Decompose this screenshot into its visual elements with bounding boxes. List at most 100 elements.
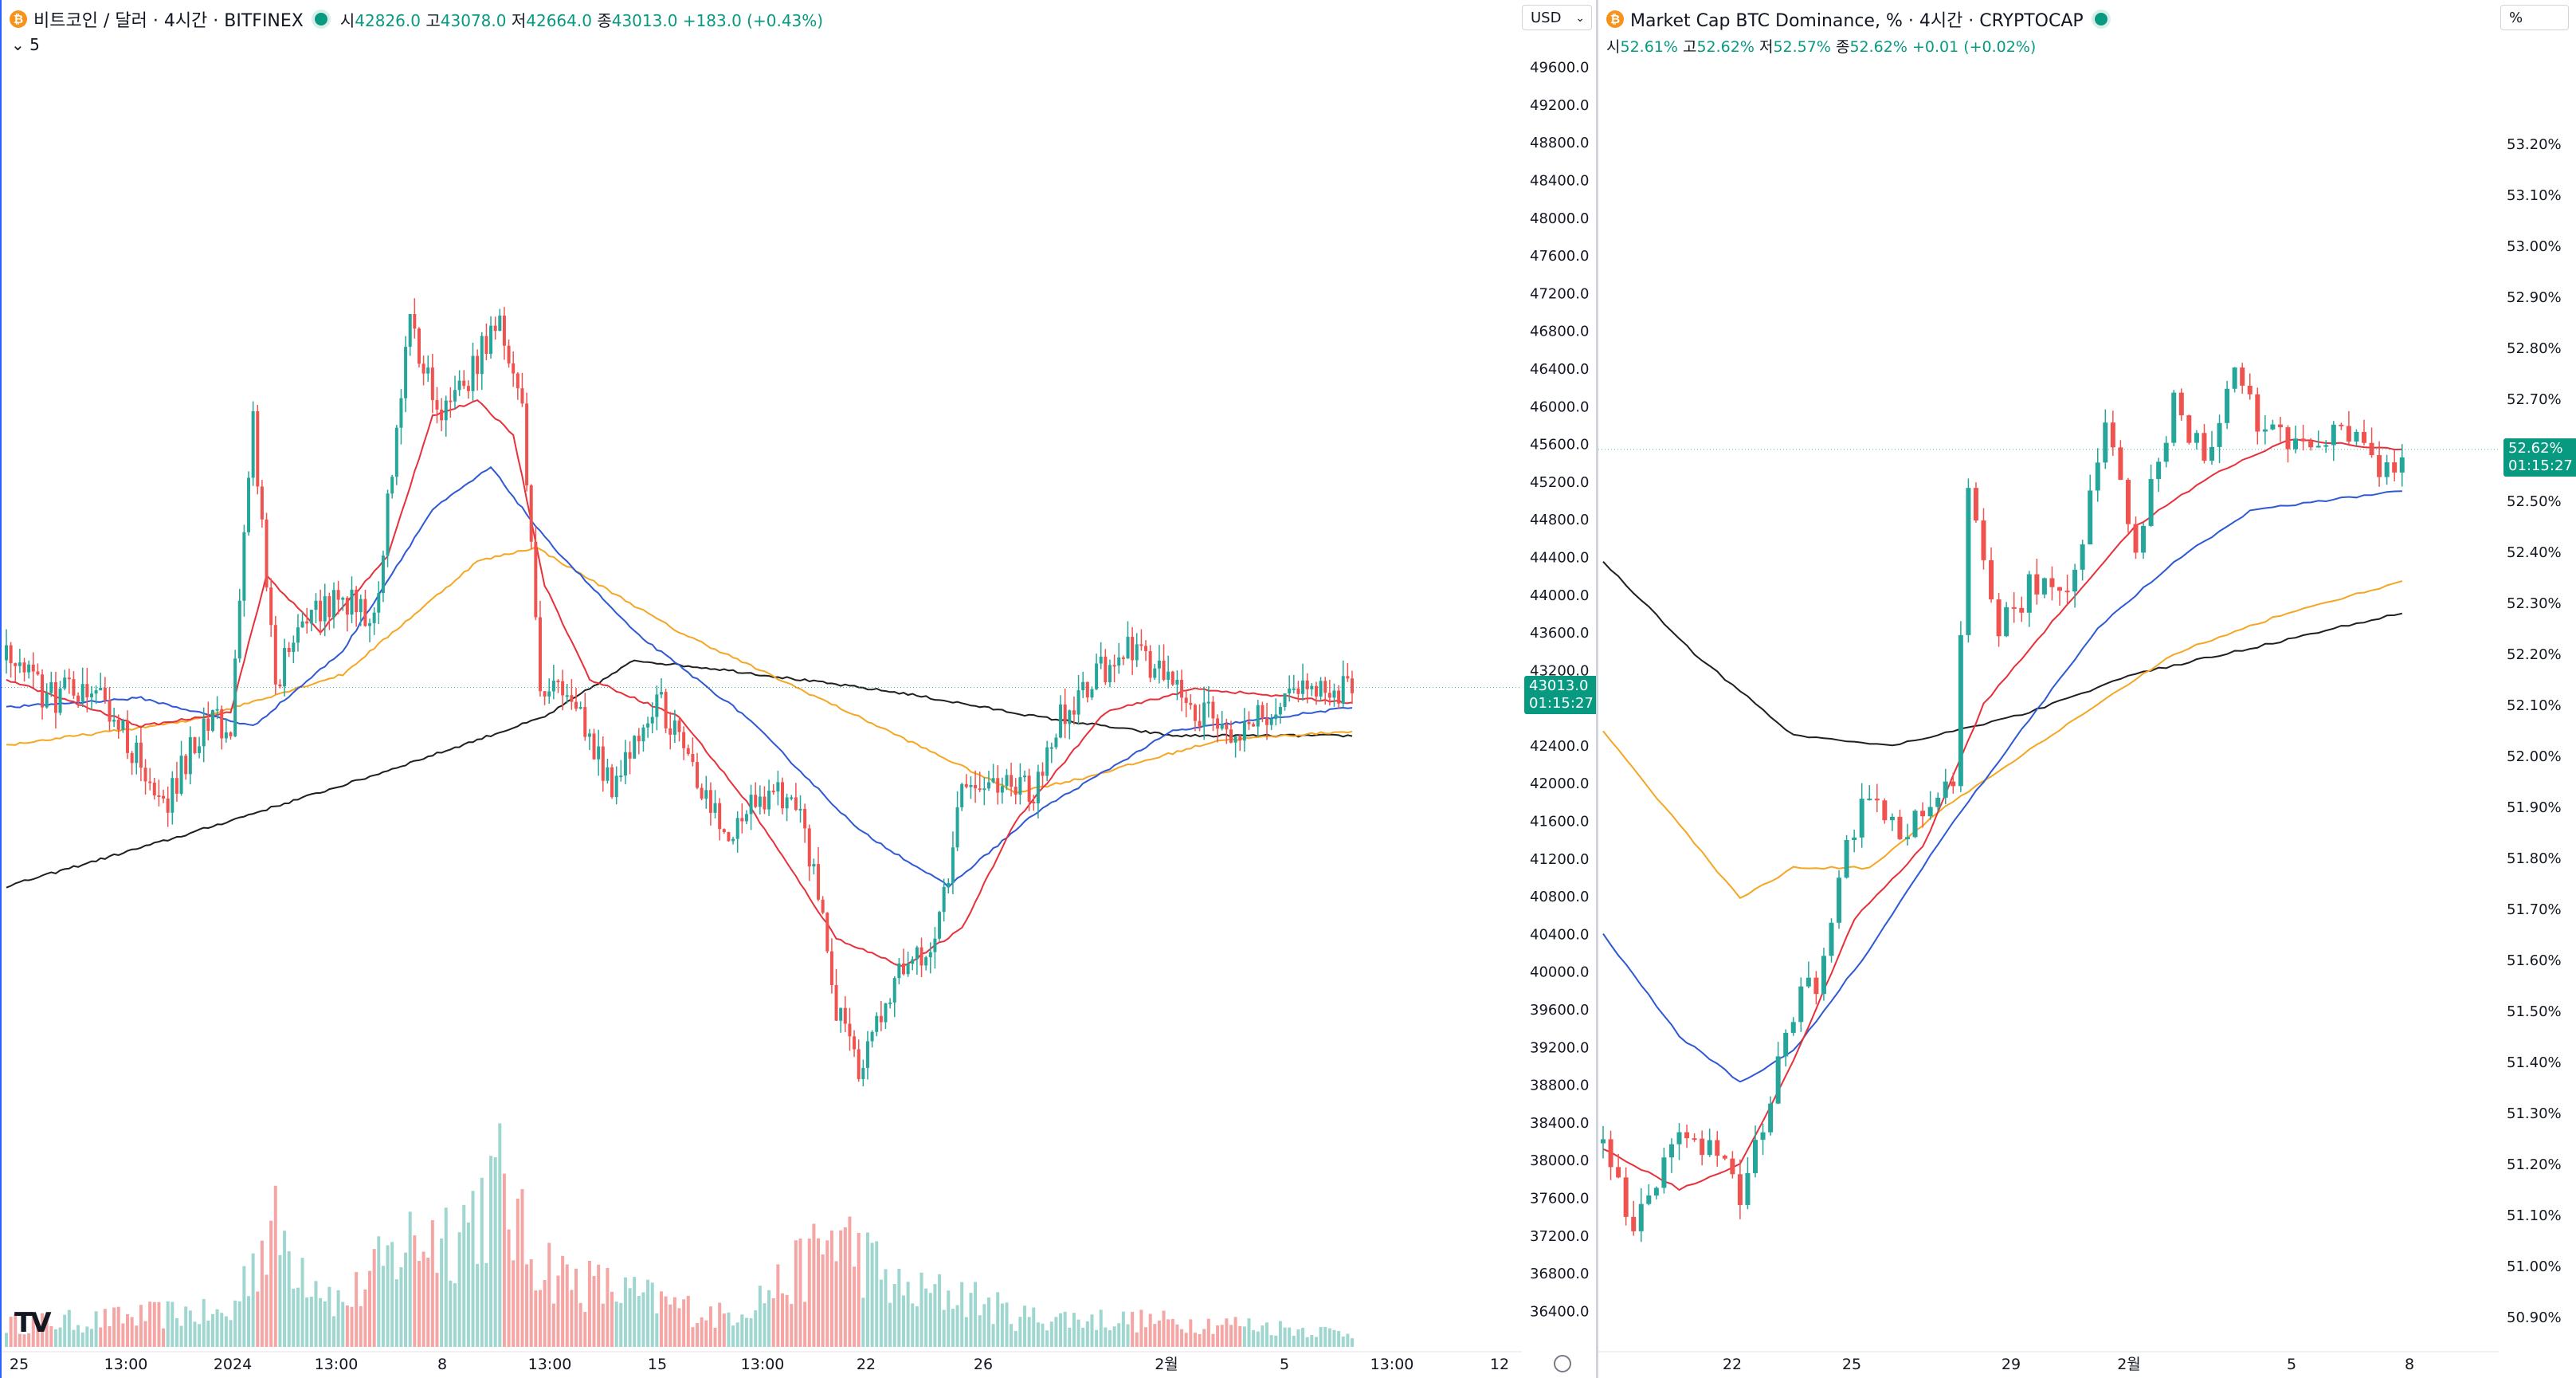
candle-body [372,612,376,623]
candle-body [861,1067,865,1079]
indicator-toggle[interactable]: ⌄ 5 [11,35,40,54]
volume-bar [368,1270,372,1347]
chevron-down-icon[interactable]: ⌄ [11,35,25,54]
volume-bar [619,1302,623,1347]
candle-body [601,746,605,781]
right-symbol-title[interactable]: Market Cap BTC Dominance, % · 4시간 · CRYP… [1630,11,2084,31]
volume-bar [449,1280,453,1347]
volume-bar [947,1290,951,1347]
candle-body [829,951,833,986]
candle-body [790,797,794,799]
market-open-icon [314,13,327,26]
candle-body [1768,1103,1774,1133]
candle-body [2392,462,2398,473]
candle-body [1722,1156,1727,1159]
volume-bar [22,1334,26,1347]
pane-divider[interactable] [1596,0,1598,1378]
candle-body [1247,721,1251,724]
candle-body [121,720,125,730]
volume-bar [171,1301,174,1347]
candle-body [583,707,587,737]
candle-body [162,795,166,799]
candle-body [2399,457,2405,473]
volume-bar [861,1298,865,1347]
candle-body [2178,392,2184,416]
candle-body [148,781,152,783]
volume-bar [664,1296,668,1347]
volume-bar [162,1328,166,1347]
volume-bar [1327,1328,1331,1347]
right-ohlc: 시52.61% 고52.62% 저52.57% 종52.62% +0.01 (+… [1606,38,2037,56]
candle-body [619,775,623,778]
volume-bar [319,1298,323,1347]
candle-body [2209,446,2214,461]
candle-body [669,728,672,735]
candle-body [1081,681,1085,691]
y-tick-label: 45600.0 [1530,437,1589,453]
btc-dominance-chart-pane[interactable]: 53.20% 53.10% 53.00% 52.90% 52.80% 52.70% 52.6… [1598,0,2576,1378]
left-legend: ₿ 비트코인 / 달러 · 4시간 · BITFINEX 시42826.0 고4… [10,6,823,32]
y-tick-label: 49600.0 [1530,60,1589,77]
candle-body [345,598,349,615]
candle-body [865,1041,869,1068]
y-tick-label: 42000.0 [1530,775,1589,792]
y-tick-label: 52.80% [2507,340,2562,357]
volume-bar [462,1204,466,1347]
volume-bar [986,1298,990,1347]
y-tick-label: 52.70% [2507,391,2562,408]
volume-bar [1265,1322,1269,1347]
candle-body [2346,426,2351,442]
candle-body [399,398,403,428]
btc-dominance-chart[interactable]: 53.20% 53.10% 53.00% 52.90% 52.80% 52.70% 52.6… [1598,0,2576,1378]
candle-body [1157,660,1161,669]
volume-bar [296,1287,300,1347]
volume-bar [974,1282,978,1347]
candle-body [1966,488,1971,635]
volume-bar [1193,1333,1197,1347]
volume-bar [892,1283,896,1347]
volume-bar [1135,1332,1139,1347]
candle-body [1821,956,1826,995]
candle-body [233,658,237,736]
volume-bar [45,1316,49,1347]
candle-body [1844,840,1849,878]
candle-body [1256,705,1260,727]
volume-bar [682,1299,686,1347]
x-tick-label: 13:00 [1370,1356,1414,1373]
tradingview-logo[interactable]: TV [14,1307,51,1339]
btc-usd-chart[interactable]: 49600.0 49200.0 48800.0 48400.0 48000.0 47600… [2,0,1596,1378]
left-symbol-title[interactable]: 비트코인 / 달러 · 4시간 · BITFINEX [33,11,304,31]
candle-body [633,736,637,759]
candle-body [592,733,596,760]
unit-selector[interactable]: % [2500,5,2569,30]
btc-usd-chart-pane[interactable]: 49600.0 49200.0 48800.0 48400.0 48000.0 47600… [0,0,1596,1378]
candle-body [817,864,821,900]
x-tick-label: 13:00 [104,1356,148,1373]
left-last-price: 43013.0 [1529,677,1589,695]
volume-bar [220,1313,224,1347]
ma-long-line [6,545,1353,795]
volume-bar [484,1262,488,1347]
volume-bar [386,1245,390,1347]
currency-selector[interactable]: USD ⌄ [1522,5,1592,30]
volume-bar [1202,1329,1206,1347]
volume-bar [287,1251,291,1347]
volume-bar [839,1230,843,1347]
volume-bar [323,1301,327,1347]
candle-body [780,782,784,809]
volume-bar [1054,1317,1058,1347]
chart-settings-icon[interactable] [1554,1355,1571,1372]
y-tick-label: 38000.0 [1530,1152,1589,1169]
volume-bar [848,1216,852,1347]
candle-body [440,409,444,421]
volume-bar [103,1309,107,1347]
candle-body [139,742,143,768]
candle-body [2339,424,2344,426]
y-tick-label: 48000.0 [1530,210,1589,227]
y-tick-label: 52.90% [2507,289,2562,306]
volume-bar [1323,1326,1327,1347]
candle-body [565,695,569,697]
volume-bar [489,1156,493,1347]
candle-body [453,390,457,402]
candle-body [754,795,758,807]
